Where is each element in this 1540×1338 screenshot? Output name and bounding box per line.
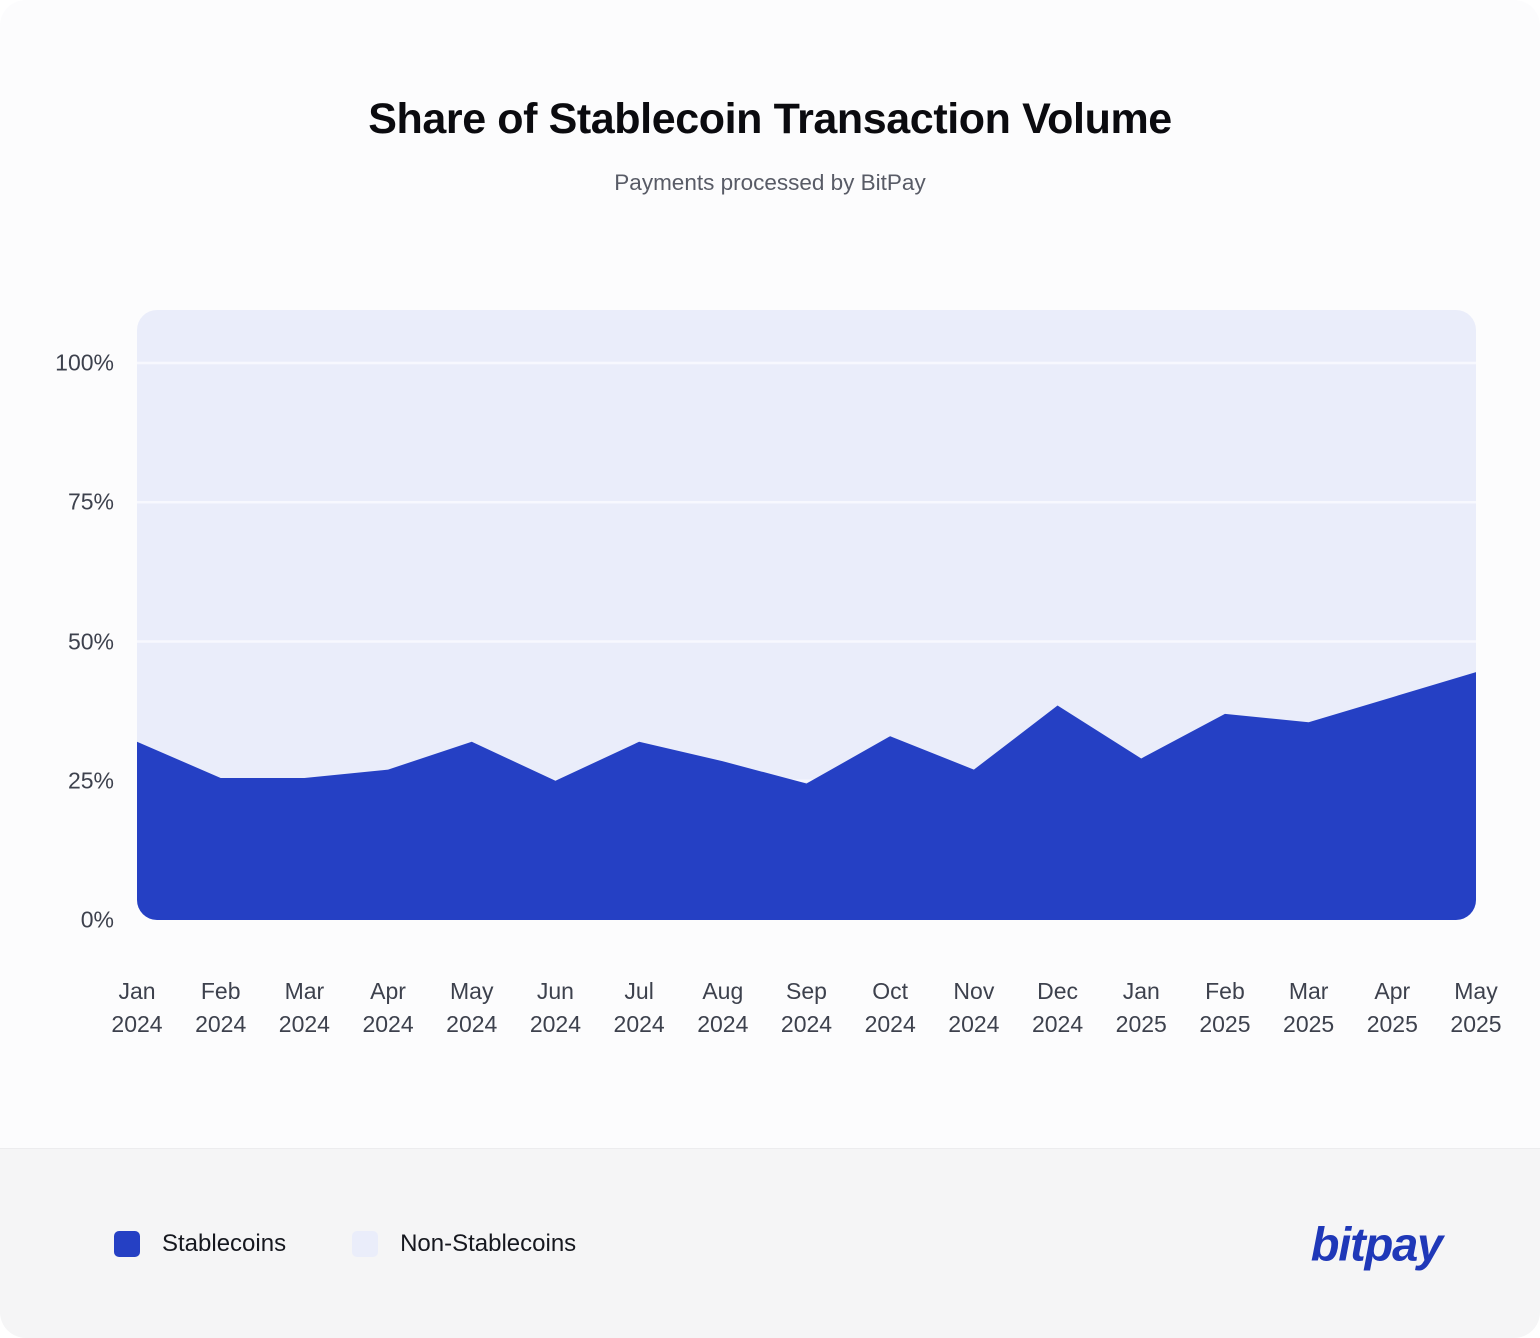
x-tick-year: 2025 (1115, 1010, 1167, 1037)
x-tick-month: Feb (1205, 978, 1245, 1004)
x-axis-tick-label: Apr 2024 (328, 975, 448, 1040)
legend-item[interactable]: Stablecoins (114, 1230, 286, 1258)
x-axis-tick-label: Jan 2025 (1081, 975, 1201, 1040)
x-tick-month: Sep (786, 978, 827, 1004)
x-tick-month: May (1454, 978, 1498, 1004)
x-tick-year: 2024 (278, 1010, 330, 1037)
x-tick-month: Jun (536, 978, 574, 1004)
x-tick-year: 2025 (1283, 1010, 1335, 1037)
x-tick-year: 2024 (613, 1010, 665, 1037)
x-tick-month: Dec (1037, 978, 1079, 1004)
x-tick-year: 2024 (195, 1010, 247, 1037)
x-tick-month: Mar (1288, 978, 1329, 1004)
series-area-stablecoins (137, 672, 1476, 920)
legend-item[interactable]: Non-Stablecoins (352, 1230, 576, 1258)
page-title: Share of Stablecoin Transaction Volume (368, 95, 1172, 143)
x-tick-year: 2024 (948, 1010, 1000, 1037)
bitpay-logo: bitpay (1310, 1217, 1443, 1270)
plot-content (137, 310, 1476, 920)
y-axis-tick-label: 50% (67, 628, 114, 654)
x-tick-month: Apr (370, 978, 406, 1004)
x-tick-year: 2024 (780, 1010, 833, 1037)
x-axis-tick-label: Sep 2024 (747, 975, 867, 1040)
x-tick-year: 2024 (697, 1010, 749, 1037)
x-axis-tick-label: Mar 2024 (244, 975, 364, 1040)
chart-footer: Stablecoins Non-Stablecoins bitpay (0, 1148, 1540, 1338)
x-tick-month: Jan (1122, 978, 1160, 1004)
x-tick-month: Aug (702, 978, 744, 1004)
x-axis-tick-label: May 2024 (412, 975, 532, 1040)
y-axis-tick-label: 0% (80, 906, 114, 933)
x-tick-month: Apr (1374, 978, 1411, 1004)
legend-swatch-icon (114, 1230, 140, 1257)
x-tick-year: 2024 (1031, 1010, 1084, 1037)
y-axis-tick-label: 75% (67, 488, 114, 515)
stacked-area-chart (137, 310, 1476, 920)
x-tick-year: 2024 (111, 1010, 163, 1037)
x-axis-tick-label: Jul 2024 (579, 975, 699, 1040)
x-axis-tick-label: Jun 2024 (495, 975, 615, 1040)
x-tick-year: 2024 (864, 1010, 916, 1037)
x-axis-tick-label: Aug 2024 (663, 975, 783, 1040)
x-tick-year: 2025 (1199, 1010, 1251, 1037)
legend-swatch-icon (352, 1230, 379, 1257)
x-tick-month: Oct (872, 978, 909, 1004)
x-tick-year: 2024 (446, 1010, 498, 1037)
plot-area: 0% 25% 50% 75% 100% Jan 2024 Feb 2024 Mar 2024 Apr… (55, 310, 1536, 1040)
x-axis-tick-label: Dec 2024 (998, 975, 1118, 1040)
x-axis-tick-label: Apr 2025 (1332, 975, 1452, 1040)
chart-subtitle: Payments processed by BitPay (614, 170, 926, 196)
x-axis-tick-label: Feb 2024 (161, 975, 281, 1040)
legend-item-label: Non-Stablecoins (400, 1229, 577, 1257)
x-tick-year: 2024 (529, 1010, 582, 1037)
x-tick-month: Nov (953, 978, 995, 1004)
x-tick-month: Jul (624, 978, 654, 1004)
legend-item-label: Stablecoins (162, 1229, 287, 1257)
x-tick-year: 2025 (1366, 1010, 1418, 1037)
x-axis-tick-label: Nov 2024 (914, 975, 1034, 1040)
x-tick-month: Feb (200, 978, 241, 1004)
x-axis-tick-label: May 2025 (1416, 975, 1536, 1040)
chart-header: Share of Stablecoin Transaction Volume P… (0, 0, 1540, 196)
x-tick-month: May (450, 978, 494, 1004)
x-axis-tick-label: Mar 2025 (1249, 975, 1369, 1040)
x-tick-month: Mar (284, 978, 325, 1004)
x-axis-tick-label: Oct 2024 (830, 975, 950, 1040)
x-axis-tick-label: Feb 2025 (1165, 975, 1285, 1040)
x-tick-month: Jan (118, 978, 156, 1004)
chart-legend: Stablecoins Non-Stablecoins (114, 1230, 576, 1258)
y-axis-tick-label: 25% (67, 767, 114, 794)
y-axis-tick-label: 100% (55, 349, 114, 376)
x-tick-year: 2024 (362, 1010, 414, 1037)
x-tick-year: 2025 (1450, 1010, 1502, 1037)
x-axis-tick-label: Jan 2024 (77, 975, 197, 1040)
